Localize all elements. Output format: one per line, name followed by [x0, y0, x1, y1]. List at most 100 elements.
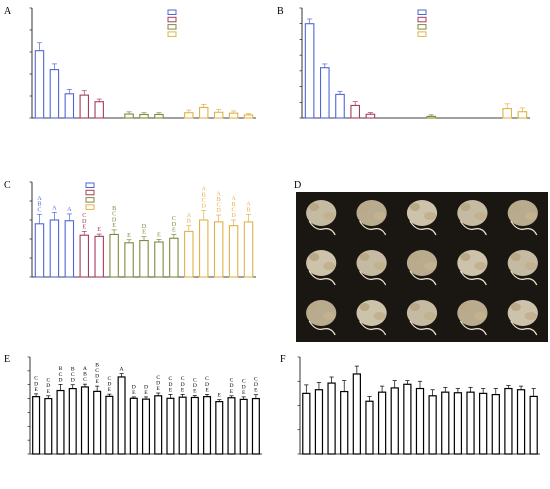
significance-letter: C [169, 376, 173, 382]
significance-letter: C [202, 197, 206, 204]
bar [365, 113, 376, 119]
significance-letter: B [246, 206, 250, 213]
significance-letter: D [201, 203, 206, 210]
bar [517, 111, 528, 119]
bar [213, 111, 224, 119]
bar [335, 93, 345, 119]
significance-letter: E [132, 390, 136, 396]
plant-specimen [507, 250, 538, 286]
significance-letter: C [242, 379, 246, 385]
bar [516, 389, 526, 455]
bar [302, 392, 311, 455]
bar [215, 401, 224, 455]
significance-letter: D [46, 383, 50, 389]
bar [184, 112, 194, 119]
legend-swatch [167, 31, 177, 37]
significance-letter: C [37, 206, 41, 213]
significance-letter: C [193, 377, 197, 383]
bar [109, 233, 119, 278]
significance-letter: E [112, 222, 116, 229]
significance-letter: E [157, 231, 161, 238]
bar [403, 383, 412, 455]
legend-swatch [85, 189, 95, 196]
bar [154, 113, 164, 119]
significance-letter: E [82, 223, 86, 230]
bar [94, 101, 104, 119]
significance-letter: B [232, 201, 236, 208]
significance-letter: C [172, 215, 176, 222]
significance-letter: A [67, 206, 72, 213]
bar [213, 221, 224, 278]
significance-letter: C [156, 375, 160, 381]
significance-letter: C [71, 372, 75, 378]
legend-swatch [85, 182, 95, 188]
significance-letter: C [59, 372, 63, 378]
significance-letter: A [52, 204, 57, 211]
panel-b [299, 7, 530, 119]
bar [327, 382, 336, 455]
significance-letter: B [217, 196, 221, 203]
legend-swatch [417, 31, 427, 37]
bar [68, 387, 77, 455]
significance-letter: B [71, 367, 75, 373]
significance-letter: B [37, 201, 41, 208]
significance-letter: C [95, 368, 99, 374]
significance-letter: D [71, 378, 75, 384]
bar [365, 400, 374, 455]
bar [80, 386, 89, 455]
significance-letter: E [254, 388, 258, 394]
panel-tag: C [4, 180, 11, 191]
significance-letter: E [142, 229, 146, 236]
significance-letter: E [47, 389, 51, 395]
panel-tag: F [280, 354, 286, 365]
bar [169, 237, 179, 278]
plant-specimen [457, 300, 488, 336]
legend-swatch [85, 204, 95, 210]
bar [129, 397, 138, 455]
significance-letter: E [205, 387, 209, 393]
significance-letter: C [205, 376, 209, 382]
bar [190, 396, 199, 455]
bar [479, 392, 488, 455]
significance-letter: C [34, 376, 38, 382]
significance-letter: E [172, 226, 176, 233]
significance-letter: B [59, 366, 63, 372]
bar [124, 242, 134, 278]
bar [32, 396, 41, 455]
panel-tag: D [294, 180, 301, 191]
bar [502, 108, 513, 119]
bar [340, 390, 349, 455]
bar [124, 113, 134, 119]
bar [64, 93, 75, 119]
plant-specimen [406, 250, 438, 286]
panel-a [29, 7, 256, 119]
significance-letter: D [242, 384, 246, 390]
significance-letter: E [230, 389, 234, 395]
bar [199, 106, 209, 119]
bar [466, 391, 475, 455]
significance-letter: A [201, 186, 206, 193]
legend-swatch [85, 197, 95, 203]
significance-letter: B [95, 362, 99, 368]
bar [228, 225, 239, 278]
significance-letter: C [232, 206, 236, 213]
significance-letter: D [172, 221, 177, 228]
bar [117, 376, 126, 455]
legend-swatch [167, 16, 177, 23]
plant-specimen [356, 250, 387, 286]
bar [243, 221, 254, 278]
significance-letter: E [34, 387, 38, 393]
significance-letter: A [37, 195, 42, 202]
panel-f [297, 356, 540, 455]
significance-letter: A [231, 195, 236, 202]
plant-specimen [306, 250, 337, 286]
significance-letter: E [97, 226, 101, 233]
plant-specimen [356, 300, 387, 336]
significance-letter: D [254, 382, 258, 388]
significance-letter: A [120, 367, 124, 373]
bar [184, 230, 194, 278]
bar [56, 389, 65, 455]
plant-specimen [457, 250, 488, 286]
significance-letter: D [193, 383, 197, 389]
